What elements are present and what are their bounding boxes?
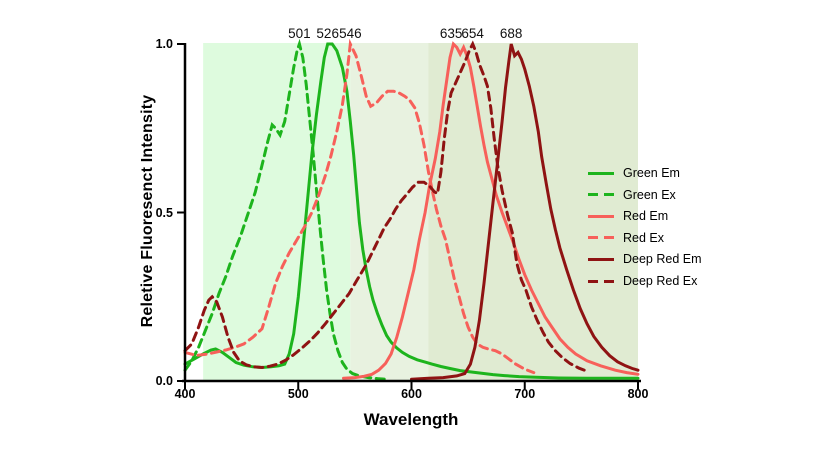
legend-swatch-dashed-line (588, 236, 614, 240)
legend-label: Green Ex (623, 187, 676, 202)
x-tick-label: 700 (514, 387, 536, 401)
peak-label-546: 546 (339, 26, 362, 41)
legend-item-green-em: Green Em (588, 165, 680, 181)
legend-swatch-solid-line (588, 257, 614, 261)
x-tick-label: 600 (401, 387, 422, 401)
x-axis-label: Wavelength (363, 410, 459, 429)
y-axis-label: Reletive Fluoresenct Intensity (139, 94, 156, 328)
legend-swatch-solid-line (588, 171, 614, 175)
x-tick-label: 400 (174, 387, 196, 401)
y-tick-label: 0.5 (155, 205, 173, 220)
legend-item-red-em: Red Em (588, 208, 668, 224)
curve-deep-red-em (410, 43, 640, 381)
curve-deep-red-ex (183, 40, 590, 374)
peak-label-501: 501 (288, 26, 311, 41)
legend-item-deep-red-em: Deep Red Em (588, 251, 702, 267)
peak-label-688: 688 (499, 26, 523, 41)
curve-red-em (342, 41, 640, 380)
y-tick-label: 0.0 (155, 374, 173, 388)
x-tick-label: 500 (287, 387, 309, 401)
peak-label-654: 654 (461, 26, 484, 41)
legend-swatch-dashed-line (588, 193, 614, 197)
filter-band-1 (350, 43, 429, 381)
legend-item-deep-red-ex: Deep Red Ex (588, 273, 697, 289)
legend-item-green-ex: Green Ex (588, 187, 676, 203)
legend-swatch-solid-line (588, 214, 614, 218)
curve-green-ex (183, 38, 389, 381)
peak-label-526: 526 (316, 26, 339, 41)
legend-label: Red Em (623, 209, 669, 224)
legend-label: Deep Red Ex (623, 274, 698, 288)
legend-label: Deep Red Em (623, 252, 702, 267)
curve-red-ex (183, 38, 536, 375)
y-tick-label: 1.0 (155, 37, 173, 51)
legend-label: Red Ex (623, 230, 664, 245)
x-tick-label: 800 (627, 387, 649, 401)
legend-swatch-dashed-line (588, 279, 614, 283)
peak-label-635: 635 (439, 26, 463, 41)
legend-item-red-ex: Red Ex (588, 230, 664, 246)
legend-label: Green Em (623, 166, 680, 180)
